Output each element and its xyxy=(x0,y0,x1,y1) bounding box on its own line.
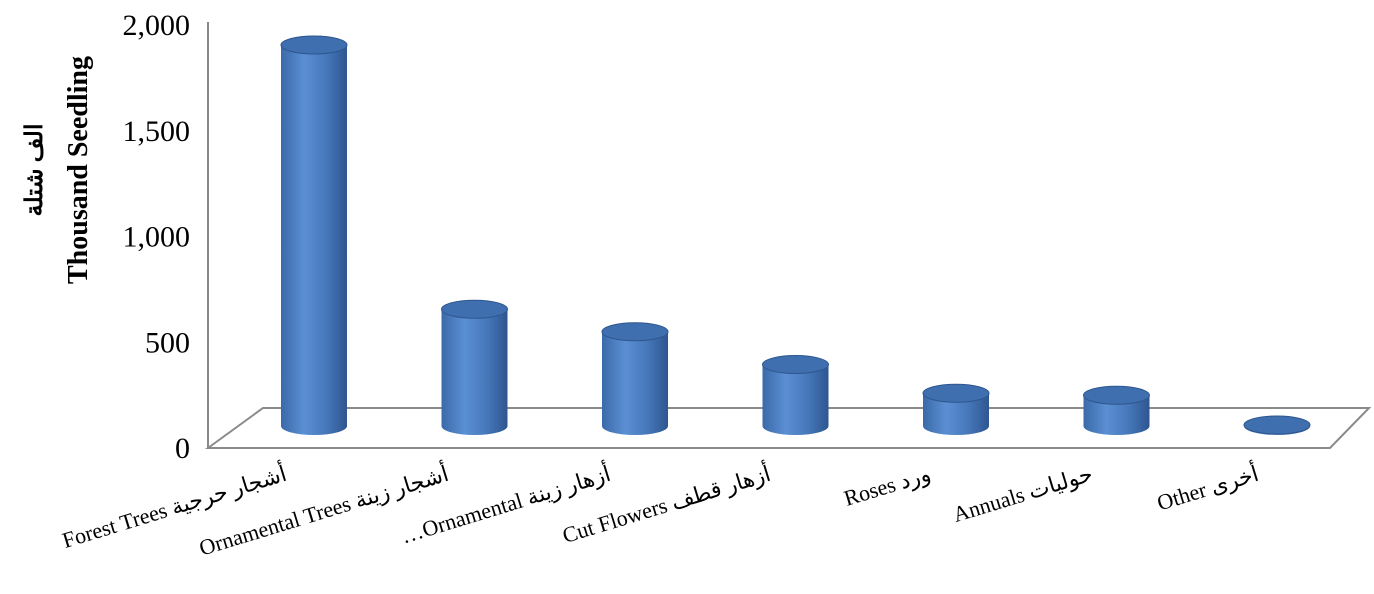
bar xyxy=(280,35,348,435)
bar xyxy=(1083,385,1150,435)
bars xyxy=(280,35,1311,435)
bar xyxy=(1243,415,1311,435)
floor xyxy=(204,407,1372,449)
bar-top xyxy=(762,355,829,375)
y-axis-label-arabic: الف شتلة xyxy=(22,124,48,217)
bar xyxy=(441,299,508,435)
bar-top xyxy=(441,299,508,319)
bar-top xyxy=(280,35,348,55)
bar-top xyxy=(922,383,990,403)
y-tick-label: 500 xyxy=(145,326,190,359)
y-tick-label: 1,500 xyxy=(123,115,191,148)
y-axis-title: Thousand Seedling الف شتلة xyxy=(22,56,94,284)
bar-top xyxy=(1243,415,1311,435)
category-label: Ornamental Trees أشجار زينة xyxy=(195,458,451,562)
bar-top xyxy=(601,322,669,342)
bar xyxy=(922,383,990,435)
bar-top xyxy=(1083,385,1150,405)
category-label: Other أخرى xyxy=(1153,458,1262,516)
category-label: Roses ورد xyxy=(841,461,934,512)
y-axis-label: Thousand Seedling xyxy=(63,56,94,284)
y-tick-label: 2,000 xyxy=(123,9,191,42)
y-tick-label: 1,000 xyxy=(123,221,191,254)
bar-body xyxy=(281,45,347,435)
category-label: Annuals حوليات xyxy=(950,461,1096,528)
bar xyxy=(601,322,669,435)
y-tick-label: 0 xyxy=(175,432,190,465)
bar xyxy=(762,355,829,435)
bar-body xyxy=(441,309,508,435)
bar-body xyxy=(762,364,829,435)
axes xyxy=(204,22,1372,449)
bar-body xyxy=(1083,395,1150,435)
y-tick-labels: 0 500 1,000 1,500 2,000 xyxy=(123,9,191,465)
bar-body xyxy=(923,393,989,435)
bar-body xyxy=(602,331,668,435)
